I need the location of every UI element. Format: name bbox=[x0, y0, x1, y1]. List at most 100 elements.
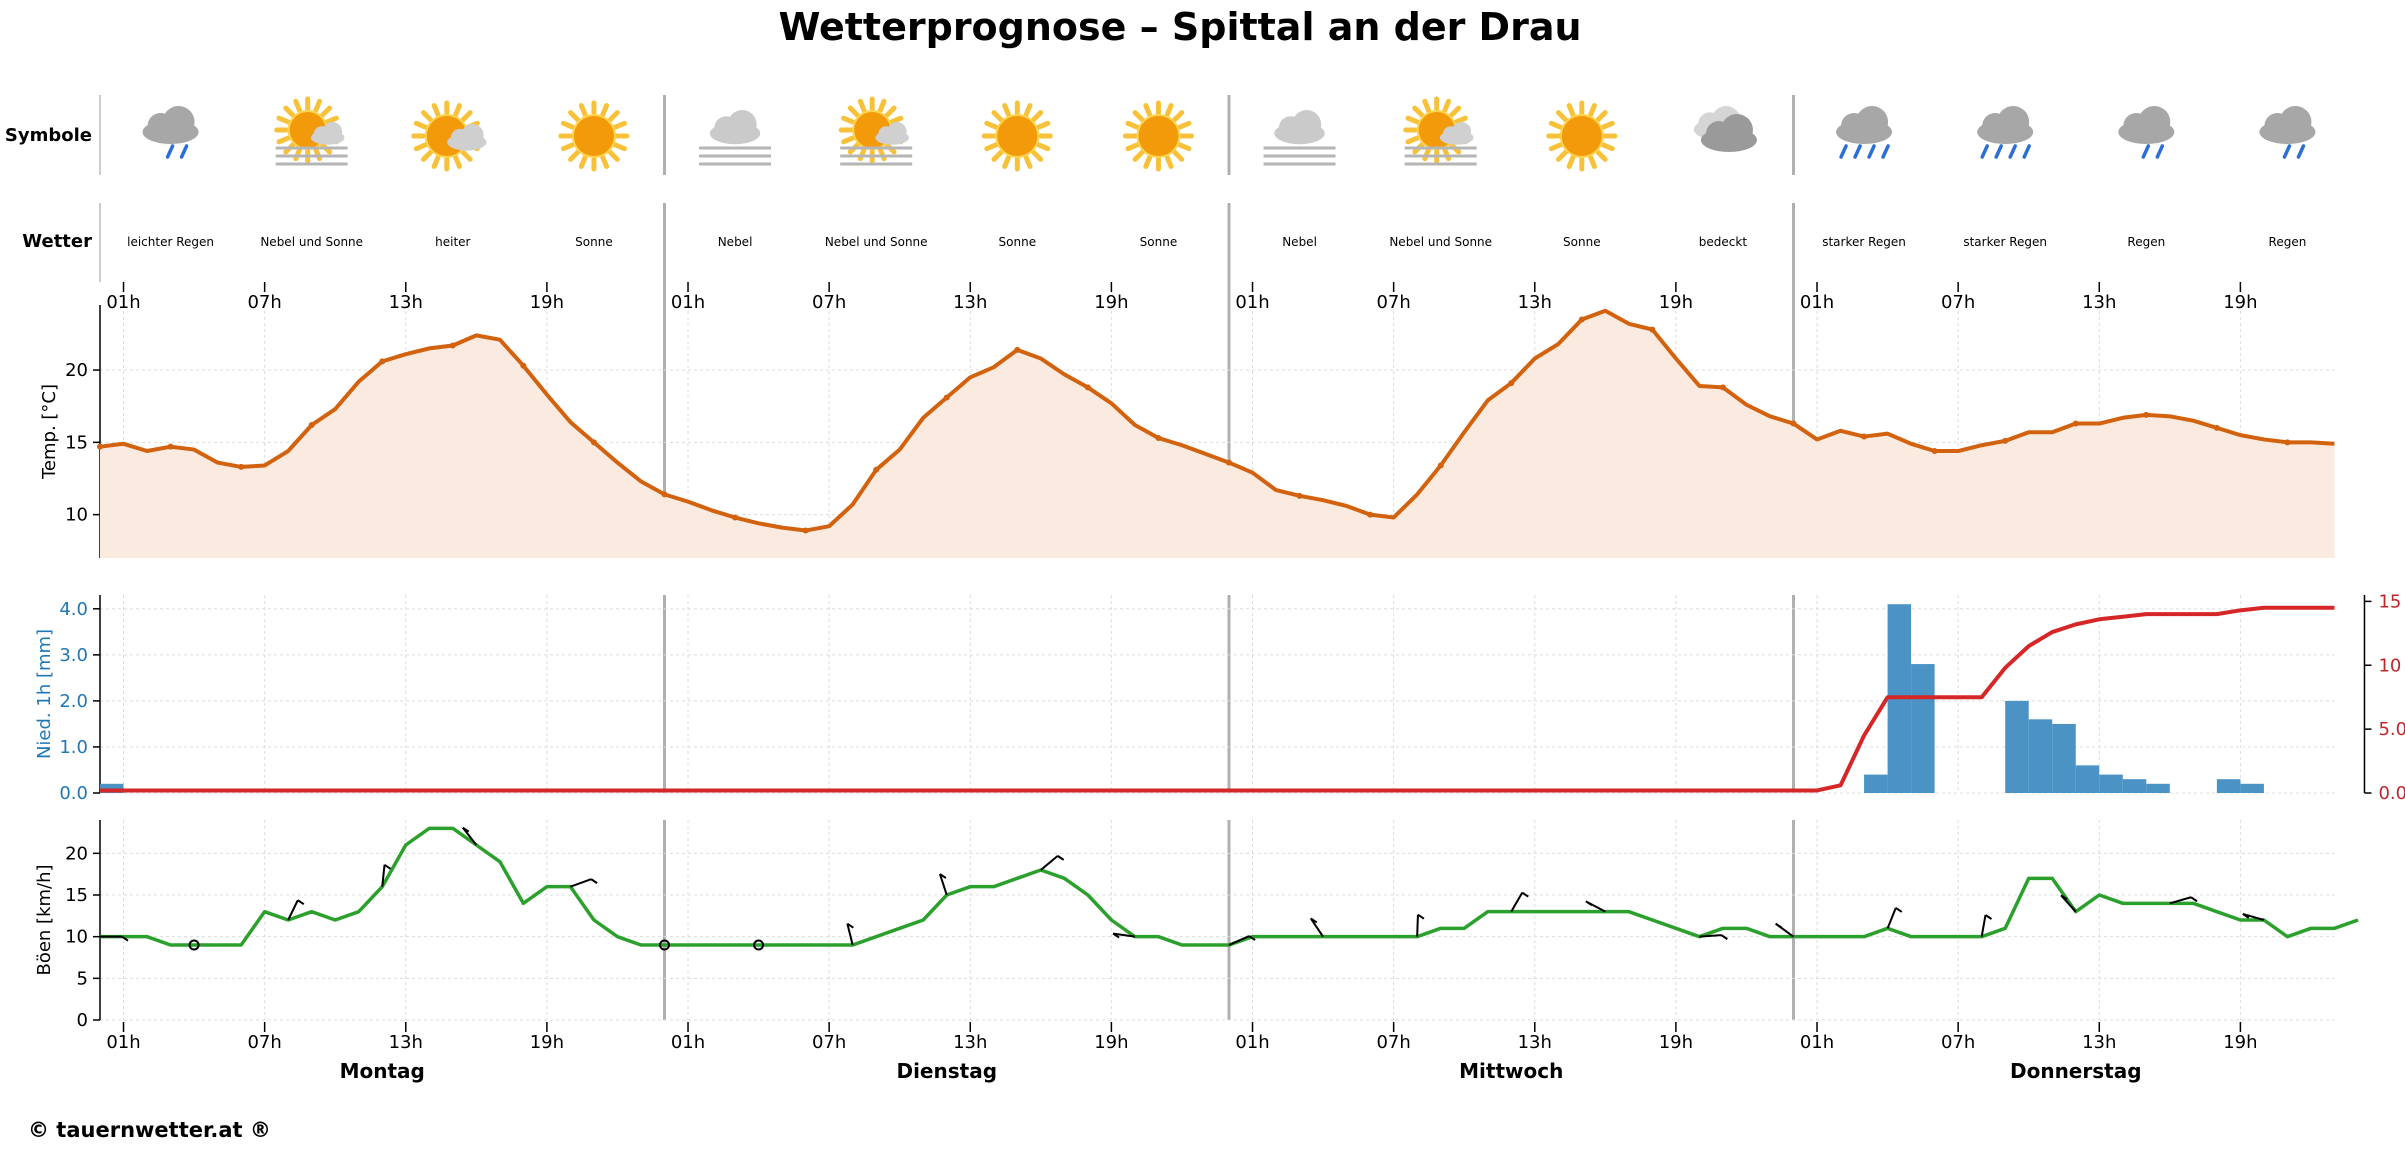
weather-text: Nebel und Sonne bbox=[260, 235, 363, 249]
accum-y-tick: 15 bbox=[2378, 591, 2401, 612]
sun-ray bbox=[1177, 142, 1192, 152]
sun-ray bbox=[276, 115, 291, 125]
sun-ray bbox=[1172, 149, 1185, 162]
chart-title: Wetterprognose – Spittal an der Drau bbox=[778, 5, 1581, 49]
sun-ray bbox=[1405, 135, 1420, 145]
weather-text: Sonne bbox=[1140, 235, 1178, 249]
fog-icon bbox=[699, 110, 772, 166]
cloud-part bbox=[162, 106, 195, 138]
temperature-point bbox=[167, 443, 174, 450]
wind-barb bbox=[1416, 914, 1419, 937]
sun-ray bbox=[1442, 98, 1452, 114]
temperature-point bbox=[2284, 439, 2291, 446]
temperature-point bbox=[1437, 462, 1444, 469]
rain-drop bbox=[2008, 144, 2017, 159]
sun-ray bbox=[460, 110, 473, 123]
sun-ray bbox=[1555, 110, 1569, 123]
sun-ray bbox=[1036, 142, 1051, 152]
cloud-part bbox=[2279, 106, 2312, 138]
time-axes: 01h 07h 13h 19h 01h 07h 13h 19h 01h 07h 13h 19h 01h 0… bbox=[106, 282, 2258, 1083]
gust-y-tick: 10 bbox=[65, 927, 88, 948]
calm-marker bbox=[753, 939, 765, 951]
wind-barb-flag bbox=[2060, 894, 2068, 901]
day-label: Mittwoch bbox=[1459, 1059, 1563, 1083]
temp-y-label: Temp. [°C] bbox=[39, 384, 60, 480]
sun-ray bbox=[1588, 154, 1597, 169]
precip-bar bbox=[2240, 783, 2264, 793]
temperature-point bbox=[1084, 384, 1091, 391]
temperature-point bbox=[520, 362, 527, 369]
temperature-point bbox=[1578, 316, 1585, 323]
heavy-rain-icon bbox=[1836, 106, 1893, 159]
precip-bar bbox=[2028, 719, 2053, 793]
weather-row-label: Wetter bbox=[22, 231, 92, 252]
gust-y-tick: 20 bbox=[65, 843, 88, 864]
cloud-part bbox=[461, 124, 484, 147]
weather-text: bedeckt bbox=[1699, 235, 1748, 249]
temperature-point bbox=[873, 466, 880, 473]
sun-ray bbox=[1412, 105, 1425, 118]
sun-ray bbox=[1125, 142, 1140, 152]
wind-barb bbox=[2242, 912, 2265, 921]
wind-barb-flag bbox=[297, 899, 305, 906]
sun-ray bbox=[1172, 110, 1185, 123]
temperature-point bbox=[1508, 380, 1515, 387]
wind-barb-flag bbox=[1984, 914, 1993, 920]
accum-y-tick: 0.0 bbox=[2378, 783, 2405, 804]
temperature-point bbox=[1861, 433, 1868, 440]
weather-text: Nebel und Sonne bbox=[1389, 235, 1492, 249]
sun-ray bbox=[1453, 115, 1468, 125]
fog-sun-icon bbox=[274, 96, 348, 166]
fog-sun-icon bbox=[1403, 96, 1477, 166]
time-tick-label: 07h bbox=[1941, 1032, 1975, 1053]
sun-ray bbox=[600, 154, 610, 169]
temp-y-tick: 20 bbox=[65, 360, 88, 381]
temperature-point bbox=[1014, 346, 1021, 353]
sun-ray bbox=[884, 105, 897, 118]
precip-y-tick: 4.0 bbox=[59, 599, 88, 620]
day-label: Montag bbox=[340, 1059, 425, 1083]
sun-ray bbox=[1143, 103, 1153, 118]
precip-bar bbox=[2075, 765, 2100, 793]
time-tick-label: 13h bbox=[953, 292, 987, 313]
copyright: © tauernwetter.at ® bbox=[28, 1118, 271, 1142]
weather-text: Nebel bbox=[1282, 235, 1317, 249]
temperature-point bbox=[1367, 511, 1374, 518]
cloud-part bbox=[1292, 110, 1322, 139]
wind-barb-flag bbox=[1310, 917, 1318, 924]
precip-bar bbox=[1864, 774, 1888, 793]
time-tick-label: 07h bbox=[1376, 1032, 1410, 1053]
wind-barb-flag bbox=[1112, 932, 1120, 939]
heavy-rain-icon bbox=[1977, 106, 2034, 159]
rain-drop bbox=[2296, 144, 2306, 159]
time-tick-label: 19h bbox=[530, 1032, 564, 1053]
sun-ray bbox=[453, 103, 462, 118]
time-tick-label: 07h bbox=[247, 292, 281, 313]
weather-text: Nebel und Sonne bbox=[825, 235, 928, 249]
sun-disc bbox=[997, 116, 1038, 156]
sun-ray bbox=[991, 110, 1004, 123]
rain-drop bbox=[2022, 144, 2031, 159]
wind-barb-flag bbox=[2242, 913, 2250, 919]
wind-barb bbox=[1228, 935, 1250, 946]
temp-y-tick: 10 bbox=[65, 505, 88, 526]
sun-ray bbox=[877, 98, 887, 114]
overcast-icon bbox=[1693, 106, 1757, 152]
temperature-point bbox=[802, 527, 809, 534]
sun-cloud-icon bbox=[411, 100, 487, 172]
temp-y-tick: 15 bbox=[65, 432, 88, 453]
sun-ray bbox=[578, 154, 588, 169]
precip-bar bbox=[2005, 700, 2029, 793]
time-tick-label: 01h bbox=[106, 1032, 140, 1053]
sun-ray bbox=[1023, 154, 1033, 169]
wind-barb-flag bbox=[383, 863, 392, 870]
sun-ray bbox=[420, 149, 434, 162]
sun-rays bbox=[1122, 100, 1194, 172]
sun-ray bbox=[1548, 120, 1564, 130]
sun-ray bbox=[293, 98, 303, 114]
temperature-point bbox=[943, 394, 950, 401]
sun-ray bbox=[1177, 120, 1192, 130]
sun-ray bbox=[1566, 103, 1576, 118]
sun-ray bbox=[431, 103, 441, 118]
